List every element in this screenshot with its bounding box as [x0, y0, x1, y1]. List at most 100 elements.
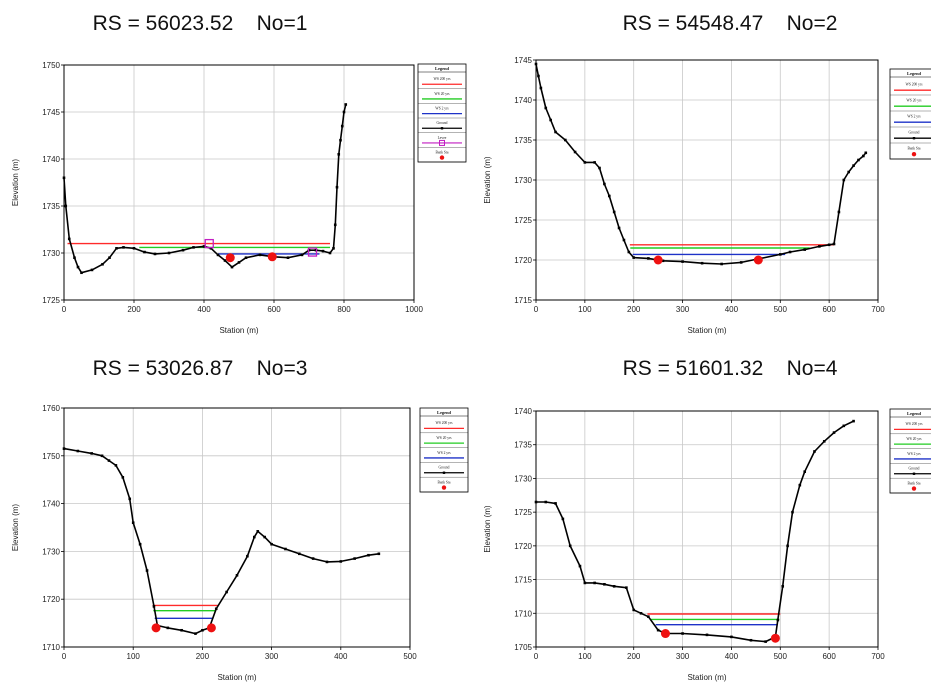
y-tick-label: 1730	[42, 249, 60, 258]
ground-point	[62, 176, 66, 180]
x-tick-label: 500	[774, 652, 788, 661]
ground-point	[64, 204, 68, 208]
ground-point	[627, 250, 631, 254]
ground-point	[842, 424, 846, 428]
ground-point	[564, 138, 567, 142]
legend-title: Legend	[907, 411, 921, 416]
ground-point	[353, 557, 356, 560]
ground-point	[67, 237, 71, 241]
x-tick-label: 600	[267, 305, 281, 314]
y-tick-label: 1750	[42, 61, 60, 70]
x-tick-label: 600	[822, 305, 836, 314]
ground-point	[128, 497, 132, 501]
ground-point	[781, 585, 785, 588]
ground-point	[339, 138, 342, 142]
x-tick-label: 0	[62, 305, 67, 314]
bank-station-marker	[753, 255, 763, 265]
x-axis-label: Station (m)	[687, 326, 726, 335]
legend-swatch-ground-point	[912, 472, 916, 475]
ground-point	[549, 118, 552, 122]
ground-point	[253, 535, 256, 539]
y-tick-label: 1725	[514, 508, 532, 517]
legend-swatch-levee-box	[439, 139, 445, 146]
legend-label-ground: Ground	[439, 466, 450, 470]
x-tick-label: 800	[337, 305, 351, 314]
y-tick-label: 1730	[42, 547, 60, 556]
ground-point	[342, 110, 346, 114]
ground-point	[534, 500, 538, 504]
chart-panel-1: RS = 56023.52 No=1 0 200 400 600 800 1000 1725 1…	[11, 12, 467, 335]
y-tick-label: 1720	[42, 595, 60, 604]
y-axis-label: Elevation (m)	[483, 156, 492, 203]
ground-point	[776, 618, 780, 622]
ground-point	[593, 581, 596, 585]
y-axis-label: Elevation (m)	[11, 504, 20, 551]
ground-point	[339, 560, 343, 563]
ground-point	[788, 250, 792, 254]
ground-point	[681, 260, 684, 263]
y-tick-label: 1740	[514, 96, 532, 105]
ground-point	[76, 449, 80, 453]
ground-point	[108, 256, 111, 259]
legend-label-ws-20-yrs: WS 20 yrs	[906, 437, 922, 441]
legend-swatch-bank-sta	[911, 486, 917, 491]
ground-point	[639, 611, 643, 615]
ground-point	[100, 454, 104, 458]
ground-point	[739, 261, 743, 264]
plot-frame	[535, 410, 879, 648]
ground-point	[284, 547, 287, 551]
ground-point	[107, 459, 111, 462]
ground-point	[180, 628, 183, 632]
y-tick-label: 1720	[514, 542, 532, 551]
legend-swatch-bank-sta	[911, 152, 917, 157]
chart-panel-2: RS = 54548.47 No=2 0 100 200 300 400 500 600 700…	[483, 12, 931, 335]
series-line-ground	[63, 104, 347, 274]
ground-point	[121, 476, 125, 479]
ground-point	[612, 210, 616, 214]
x-tick-label: 200	[127, 305, 141, 314]
y-tick-label: 1740	[42, 155, 60, 164]
ground-point	[827, 243, 831, 247]
legend-label-bank-sta: Bank Sta	[907, 481, 920, 485]
ground-point	[852, 164, 855, 167]
ground-point	[256, 530, 260, 533]
ground-point	[578, 564, 582, 568]
ground-point	[598, 166, 601, 170]
ground-point	[328, 251, 332, 255]
ground-point	[705, 633, 709, 637]
legend-label-ws-20-yrs: WS 20 yrs	[436, 436, 452, 440]
y-tick-label: 1740	[42, 500, 60, 509]
ground-point	[803, 470, 807, 473]
x-tick-label: 700	[871, 652, 885, 661]
ground-point	[803, 248, 807, 251]
ground-point	[132, 247, 136, 250]
ground-point	[263, 535, 266, 539]
legend-label-ws-2-yrs: WS 2 yrs	[435, 106, 449, 110]
ground-point	[337, 153, 341, 156]
series-line-ground	[535, 63, 867, 265]
ground-point	[145, 569, 149, 572]
ground-point	[225, 590, 228, 594]
ground-point	[76, 265, 80, 269]
legend-box	[419, 407, 469, 493]
ground-point	[377, 552, 381, 556]
ground-point	[537, 74, 540, 78]
y-tick-label: 1740	[514, 407, 532, 416]
legend-title: Legend	[907, 71, 921, 76]
ground-point	[583, 161, 587, 164]
y-tick-label: 1710	[514, 609, 532, 618]
x-tick-label: 100	[578, 305, 592, 314]
ground-point	[554, 502, 557, 505]
ground-point	[230, 265, 234, 269]
ground-point	[344, 103, 348, 106]
x-tick-label: 200	[627, 652, 641, 661]
ground-point	[122, 246, 125, 249]
ground-point	[114, 464, 118, 467]
ground-point	[603, 182, 606, 186]
ground-point	[700, 261, 704, 265]
ground-point	[258, 253, 262, 257]
ground-point	[340, 124, 344, 128]
ground-point	[625, 586, 628, 589]
legend-label-bank-sta: Bank Sta	[435, 150, 448, 154]
ground-point	[842, 178, 846, 182]
